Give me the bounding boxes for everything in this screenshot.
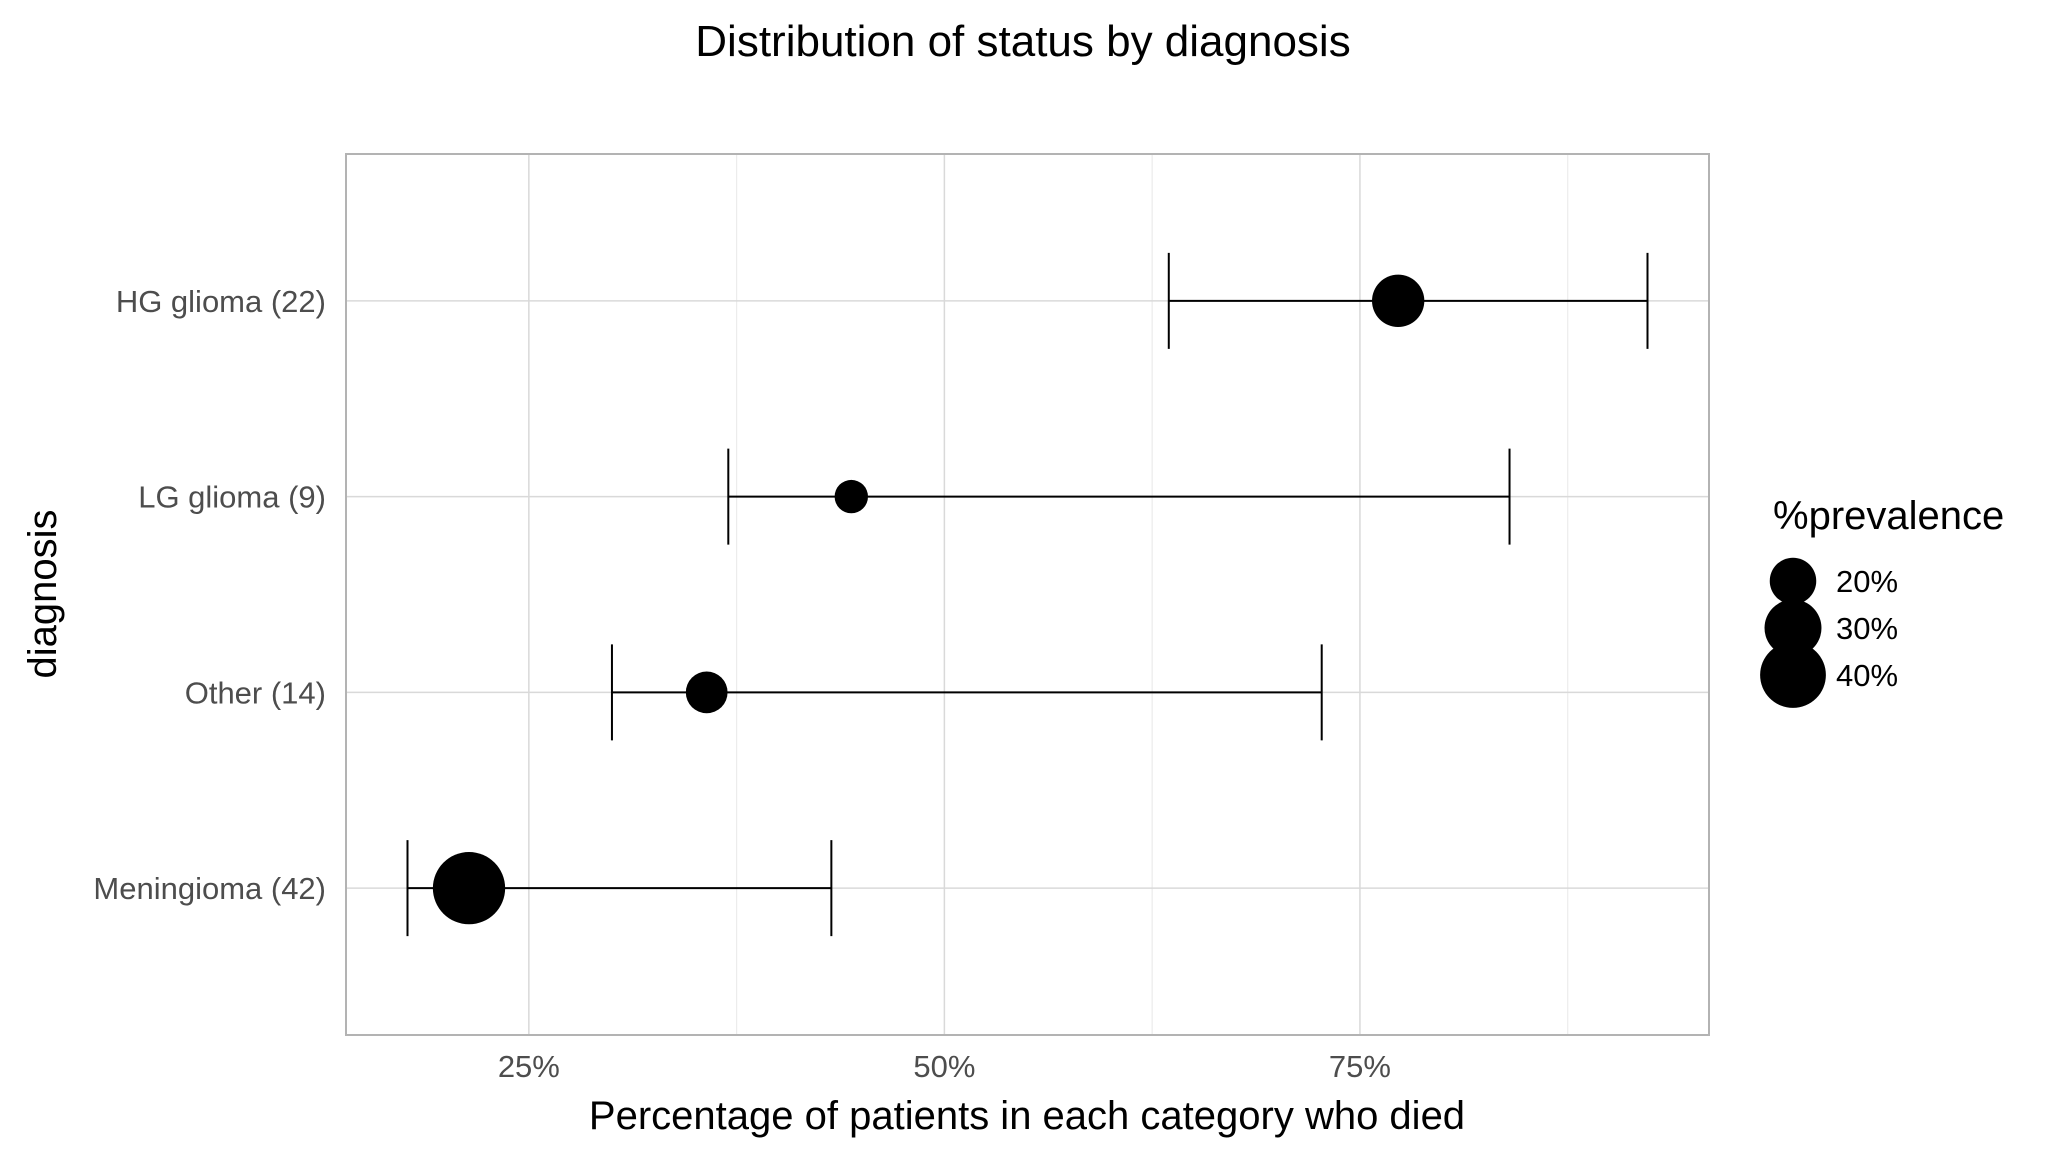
y-axis-tick-labels: HG glioma (22) LG glioma (9) Other (14) Men… xyxy=(93,284,326,906)
data-point xyxy=(685,671,728,714)
chart-title: Distribution of status by diagnosis xyxy=(695,17,1350,66)
legend-entries: 20% 30% 40% xyxy=(1760,557,1898,708)
x-tick-label: 75% xyxy=(1329,1049,1391,1084)
x-axis-title: Percentage of patients in each category … xyxy=(589,1094,1465,1138)
data-point xyxy=(834,479,868,514)
error-bar xyxy=(610,644,1323,741)
y-tick-label: LG glioma (9) xyxy=(138,480,326,515)
legend-key xyxy=(1760,642,1826,708)
x-tick-label: 25% xyxy=(498,1049,560,1084)
data-point xyxy=(432,852,506,925)
y-axis-title: diagnosis xyxy=(21,509,65,678)
legend: %prevalence 20% 30% 40% xyxy=(1760,494,2004,708)
gridlines xyxy=(346,154,1709,1035)
x-axis-tick-labels: 25% 50% 75% xyxy=(498,1049,1391,1084)
data-point xyxy=(1372,274,1425,327)
y-tick-label: Other (14) xyxy=(185,675,326,710)
legend-key xyxy=(1764,599,1822,657)
error-bars xyxy=(406,252,1649,937)
legend-key xyxy=(1769,557,1817,605)
y-tick-label: HG glioma (22) xyxy=(116,284,326,319)
y-tick-label: Meningioma (42) xyxy=(93,871,326,906)
data-points xyxy=(432,274,1425,925)
legend-label: 30% xyxy=(1836,611,1898,646)
plot-panel-border xyxy=(345,153,1710,1036)
legend-label: 40% xyxy=(1836,658,1898,693)
x-tick-label: 50% xyxy=(913,1049,975,1084)
legend-title: %prevalence xyxy=(1773,494,2004,538)
legend-label: 20% xyxy=(1836,564,1898,599)
